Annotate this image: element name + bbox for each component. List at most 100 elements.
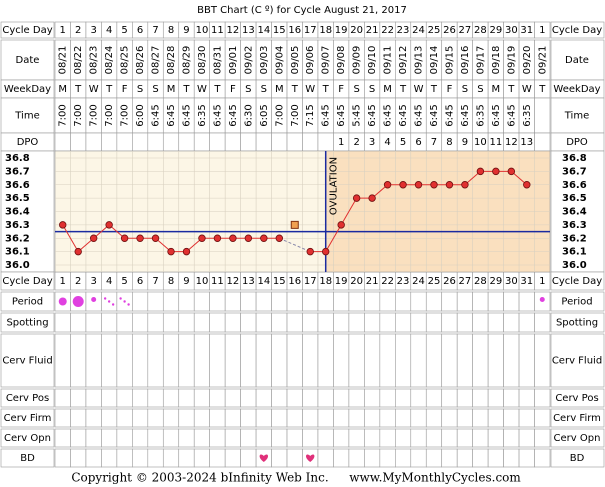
weekday: S [152, 84, 158, 95]
time: 6:45 [398, 104, 409, 126]
day-cell [101, 132, 118, 152]
cycle-day: 25 [428, 25, 441, 36]
cycle-day: 17 [304, 276, 317, 287]
date: 08/21 [58, 46, 69, 75]
y-tick-label: 36.2 [5, 233, 30, 244]
cycle-day: 2 [75, 25, 81, 36]
day-cell [503, 388, 520, 408]
dpo: 6 [415, 137, 421, 148]
day-cell [333, 291, 350, 312]
day-cell [379, 408, 396, 428]
day-cell [147, 132, 164, 152]
temp-point [461, 181, 469, 189]
y-tick-label: 36.4 [5, 207, 30, 218]
day-cell [162, 312, 180, 333]
temp-point [182, 247, 191, 256]
day-cell [209, 333, 226, 388]
row-cell [550, 388, 605, 408]
row-cell [550, 408, 605, 428]
cycle-day: 7 [152, 25, 158, 36]
day-cell [333, 388, 350, 408]
day-cell [410, 291, 427, 312]
date: 08/28 [166, 46, 177, 75]
cycle-day: 16 [288, 276, 301, 287]
day-cell [70, 448, 87, 468]
row-cell [0, 312, 55, 333]
weekday: T [182, 84, 190, 95]
row-label: Cerv Opn [554, 433, 601, 444]
dpo: 3 [369, 137, 375, 148]
row-cell [550, 312, 605, 333]
cycle-day: 23 [397, 276, 410, 287]
temp-point [59, 221, 67, 229]
day-cell [348, 428, 365, 448]
day-cell [224, 333, 241, 388]
day-cell [178, 448, 195, 468]
weekday: W [414, 84, 424, 95]
day-cell [472, 291, 489, 312]
cycle-day: 24 [412, 276, 425, 287]
row-cell [550, 428, 605, 448]
time: 7:00 [58, 104, 69, 126]
cycle-day: 21 [366, 276, 379, 287]
date: 09/07 [321, 46, 332, 75]
day-cell [209, 388, 226, 408]
day-cell [255, 291, 272, 312]
cycle-day: 12 [227, 276, 240, 287]
cycle-day: 30 [505, 25, 518, 36]
cycle-day: 18 [319, 25, 332, 36]
day-cell [193, 312, 210, 333]
date: 09/20 [522, 46, 533, 75]
weekday: S [477, 84, 483, 95]
time: 6:45 [460, 104, 471, 126]
day-cell [224, 312, 241, 333]
weekday: M [58, 84, 67, 95]
day-cell [85, 312, 102, 333]
row-label: BD [20, 453, 35, 464]
temp-point [352, 194, 361, 202]
day-cell [518, 408, 535, 428]
time: 6:35 [197, 104, 208, 126]
row-label: Period [561, 297, 592, 308]
time: 6:45 [367, 104, 378, 126]
bd-heart [259, 454, 269, 462]
day-cell [456, 291, 473, 312]
day-cell [518, 428, 535, 448]
weekday: T [291, 84, 299, 95]
dpo: 8 [446, 137, 452, 148]
cycle-day: 9 [183, 25, 189, 36]
row-cell [550, 39, 605, 81]
date: 09/17 [475, 46, 486, 75]
dpo: 9 [462, 137, 468, 148]
y-tick-label: 36.0 [562, 260, 587, 271]
day-cell [395, 428, 412, 448]
day-cell [193, 428, 210, 448]
cycle-day: 23 [397, 25, 410, 36]
dpo: 5 [400, 137, 406, 148]
day-cell [54, 408, 71, 428]
day-cell [333, 448, 350, 468]
day-cell [54, 388, 71, 408]
day-cell [240, 448, 257, 468]
time: 6:30 [243, 104, 254, 126]
day-cell [317, 408, 334, 428]
date: 08/23 [89, 46, 100, 75]
day-cell [425, 428, 443, 448]
date: 09/09 [352, 46, 363, 75]
weekday: F [338, 84, 344, 95]
day-cell [518, 312, 535, 333]
row-label: Time [564, 111, 589, 122]
temp-point [105, 221, 113, 229]
date: 09/10 [367, 46, 378, 75]
day-cell [162, 132, 180, 152]
copyright: Copyright © 2003-2024 bInfinity Web Inc. [71, 471, 328, 485]
cycle-day: 20 [350, 276, 363, 287]
cycle-day: 5 [121, 276, 127, 287]
time: 7:00 [104, 104, 115, 126]
day-cell [425, 291, 443, 312]
day-cell [240, 132, 257, 152]
day-cell [395, 448, 412, 468]
y-tick-label: 36.0 [5, 260, 30, 271]
temp-point [399, 181, 407, 189]
day-cell [101, 312, 118, 333]
